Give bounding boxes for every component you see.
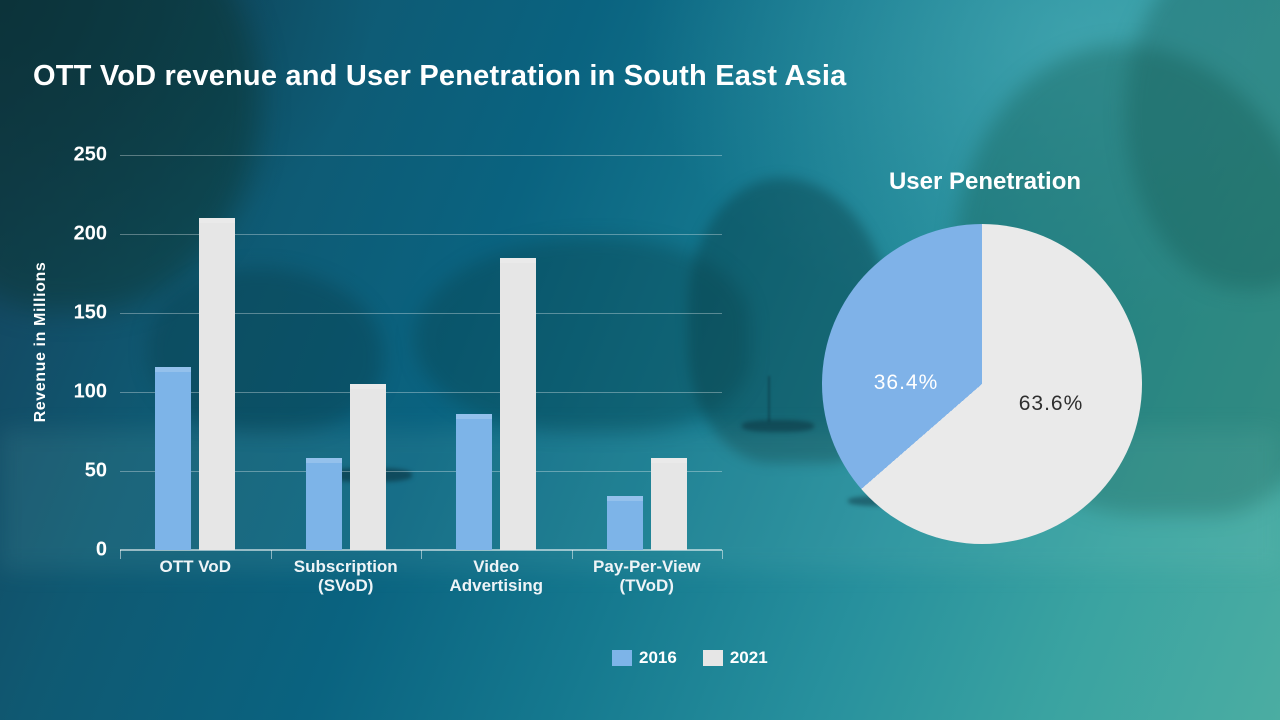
gridline [120, 313, 722, 314]
legend-label-2016: 2016 [639, 648, 677, 667]
category-line: Subscription [293, 557, 398, 576]
bar-2016-pay-per-view [606, 496, 643, 550]
bar-chart-plot-area [120, 155, 723, 559]
y-tick: 200 [73, 222, 107, 245]
x-axis-tick [120, 550, 121, 559]
boat-mast [768, 376, 770, 422]
mountain-silhouette [415, 238, 750, 433]
bar-2021-pay-per-view [650, 458, 687, 550]
page-title: OTT VoD revenue and User Penetration in … [33, 60, 847, 92]
legend-swatch-2016 [612, 650, 632, 666]
gridline [120, 234, 722, 235]
bar-group-pay-per-view [572, 155, 723, 550]
pie-label-blue-segment: 36.4% [873, 371, 939, 394]
x-axis-category-labels: OTT VoD Subscription (SVoD) Video Advert… [120, 557, 722, 595]
x-axis-tick [421, 550, 422, 559]
category-line: Pay-Per-View [593, 557, 701, 576]
bar-2016-ott-vod [155, 366, 192, 550]
y-tick: 100 [73, 380, 107, 403]
chart-legend: 2016 2021 [612, 648, 768, 668]
bar-group-ott-vod [120, 155, 271, 550]
bar-2021-ott-vod [199, 218, 236, 550]
y-tick: 50 [84, 459, 107, 482]
x-axis-tick [571, 550, 573, 559]
legend-label-2021: 2021 [729, 648, 768, 667]
bar-groups [120, 155, 722, 550]
bar-group-subscription [271, 155, 422, 550]
bar-2016-subscription [305, 458, 342, 550]
y-axis-tick-labels: 250 200 150 100 50 0 [30, 144, 107, 561]
pie-title: User Penetration [888, 168, 1082, 195]
category-line: (TVoD) [619, 576, 674, 595]
legend-item-2016: 2016 [612, 648, 677, 668]
bar-group-video-advertising [421, 155, 572, 550]
y-tick: 250 [73, 143, 107, 166]
pie-graphic [822, 224, 1142, 544]
pie-label-gray-segment: 63.6% [1018, 392, 1084, 415]
category-line: Video [473, 557, 520, 576]
gridline [120, 392, 722, 393]
legend-swatch-2021 [702, 650, 723, 666]
bar-2016-video-advertising [456, 414, 493, 550]
category-line: Advertising [449, 576, 544, 595]
category-line: OTT VoD [159, 557, 231, 576]
bar-2021-subscription [349, 384, 386, 550]
y-tick: 150 [73, 301, 107, 324]
legend-item-2021: 2021 [702, 648, 768, 668]
gridline [120, 471, 722, 472]
category-label-video-advertising: Video Advertising [421, 557, 572, 595]
x-axis-tick [270, 550, 272, 559]
category-label-ott-vod: OTT VoD [120, 557, 271, 595]
gridline [120, 155, 722, 156]
bar-2021-video-advertising [500, 257, 537, 550]
x-axis-tick [722, 550, 723, 559]
category-line: (SVoD) [318, 576, 374, 595]
boat-silhouette [742, 420, 814, 432]
category-label-subscription: Subscription (SVoD) [271, 557, 422, 595]
y-tick: 0 [95, 538, 107, 561]
category-label-pay-per-view: Pay-Per-View (TVoD) [572, 557, 723, 595]
